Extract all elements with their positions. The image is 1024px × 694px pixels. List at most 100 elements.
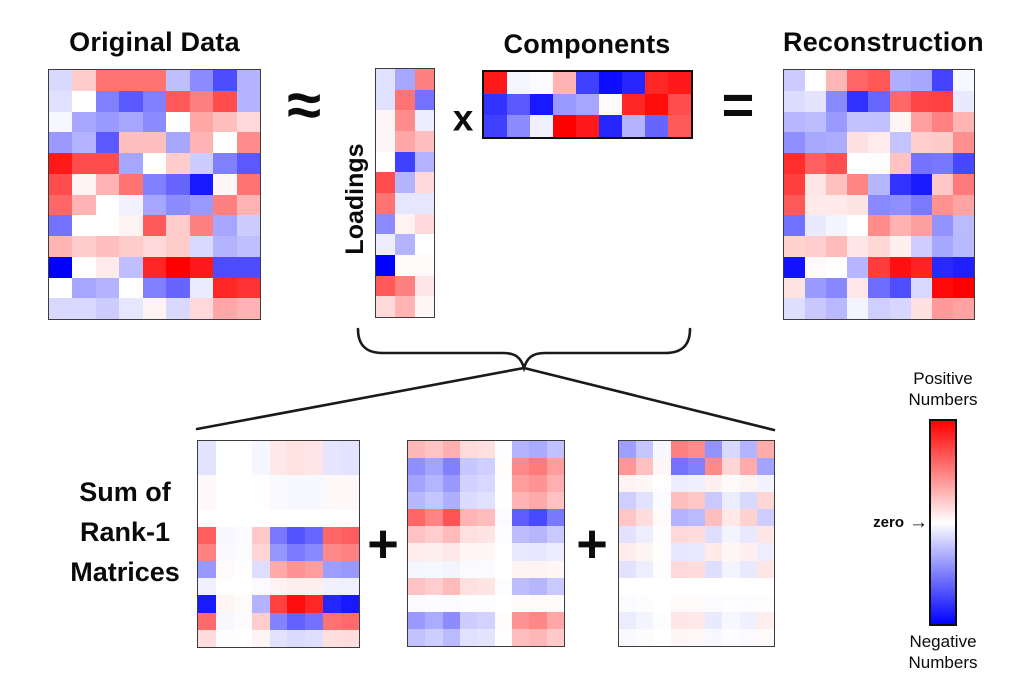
matrix-cell [868, 173, 890, 195]
matrix-cell [142, 277, 167, 299]
matrix-cell [251, 509, 270, 527]
matrix-cell [213, 277, 237, 299]
matrix-cell [756, 509, 774, 527]
matrix-cell [847, 236, 869, 257]
matrix-cell [166, 215, 190, 236]
matrix-cell [49, 277, 73, 299]
matrix-cell [215, 629, 234, 647]
matrix-cell [889, 90, 911, 112]
matrix-cell [414, 69, 434, 90]
matrix-cell [868, 70, 890, 91]
matrix-cell [756, 628, 774, 646]
matrix-cell [408, 526, 426, 544]
matrix-cell [889, 298, 911, 319]
matrix-cell [494, 492, 512, 510]
matrix-cell [189, 173, 214, 195]
matrix-cell [670, 458, 688, 476]
matrix-cell [49, 90, 73, 112]
matrix-cell [269, 629, 288, 647]
matrix-cell [687, 628, 706, 646]
matrix-cell [756, 611, 774, 629]
matrix-cell [119, 70, 143, 91]
matrix-cell [408, 458, 426, 476]
matrix-cell [952, 194, 974, 216]
matrix-cell [215, 492, 234, 510]
matrix-cell [442, 577, 460, 595]
plus-symbol-2: + [576, 514, 608, 574]
matrix-cell [119, 153, 143, 174]
matrix-cell [722, 475, 740, 493]
matrix-cell [166, 194, 190, 216]
matrix-cell [477, 458, 495, 476]
matrix-cell [599, 93, 622, 116]
matrix-cell [189, 194, 214, 216]
matrix-cell [653, 492, 671, 510]
matrix-cell [722, 526, 740, 544]
matrix-cell [868, 256, 890, 278]
matrix-cell [889, 111, 911, 133]
matrix-cell [269, 543, 288, 562]
matrix-cell [233, 578, 252, 596]
matrix-cell [653, 441, 671, 459]
matrix-cell [341, 629, 359, 647]
matrix-cell [530, 72, 553, 94]
matrix-cell [653, 577, 671, 595]
matrix-cell [95, 236, 120, 257]
matrix-cell [408, 475, 426, 493]
matrix-cell [213, 111, 237, 133]
matrix-cell [546, 526, 564, 544]
matrix-cell [636, 594, 654, 612]
matrix-cell [952, 153, 974, 174]
matrix-cell [95, 215, 120, 236]
matrix-cell [931, 298, 953, 319]
matrix-cell [395, 172, 415, 193]
matrix-cell [512, 560, 530, 578]
matrix-cell [189, 153, 214, 174]
matrix-cell [376, 130, 396, 152]
matrix-cell [805, 70, 827, 91]
matrix-cell [512, 628, 530, 646]
matrix-cell [805, 153, 827, 174]
matrix-cell [952, 132, 974, 153]
matrix-cell [142, 236, 167, 257]
matrix-cell [507, 115, 530, 137]
matrix-cell [269, 595, 288, 613]
matrix-cell [442, 441, 460, 459]
matrix-cell [323, 561, 342, 579]
matrix-cell [576, 72, 599, 94]
matrix-cell [233, 629, 252, 647]
matrix-cell [705, 543, 723, 561]
matrix-cell [95, 277, 120, 299]
matrix-cell [233, 492, 252, 510]
matrix-cell [95, 153, 120, 174]
matrix-cell [826, 194, 848, 216]
matrix-cell [889, 256, 911, 278]
matrix-cell [784, 277, 806, 299]
matrix-cell [622, 72, 645, 94]
matrix-cell [287, 441, 306, 459]
matrix-cell [72, 298, 96, 319]
matrix-cell [119, 194, 143, 216]
matrix-cell [576, 93, 599, 116]
matrix-cell [952, 70, 974, 91]
matrix-cell [653, 475, 671, 493]
matrix-cell [425, 628, 443, 646]
matrix-cell [305, 629, 324, 647]
matrix-cell [952, 277, 974, 299]
matrix-cell [213, 173, 237, 195]
matrix-cell [414, 275, 434, 297]
matrix-cell [952, 111, 974, 133]
matrix-cell [952, 215, 974, 236]
matrix-cell [251, 561, 270, 579]
matrix-cell [408, 628, 426, 646]
matrix-cell [722, 458, 740, 476]
matrix-cell [619, 458, 637, 476]
matrix-cell [414, 130, 434, 152]
matrix-cell [722, 509, 740, 527]
matrix-cell [341, 475, 359, 493]
matrix-cell [636, 475, 654, 493]
matrix-cell [931, 256, 953, 278]
matrix-cell [408, 594, 426, 612]
matrix-cell [460, 526, 478, 544]
